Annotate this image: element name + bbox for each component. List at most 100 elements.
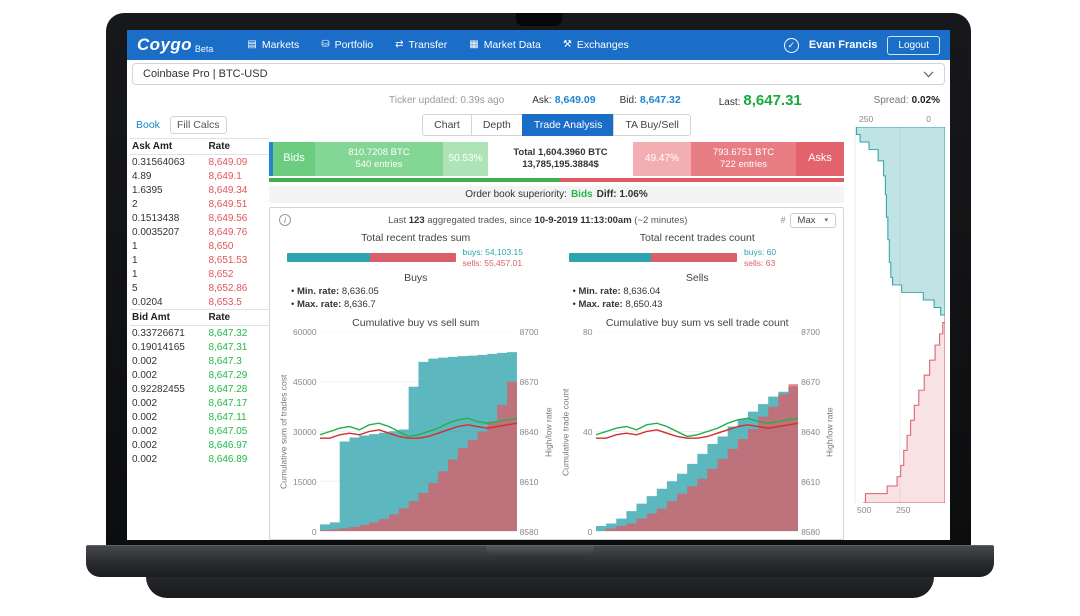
market-selector[interactable]: Coinbase Pro | BTC-USD [132,63,945,85]
nav-item-markets[interactable]: ▤ Markets [247,39,299,51]
bid-value: 8,647.32 [639,94,681,106]
count-chart-ylabel-right: High/low rate [824,407,835,458]
ask-rate-header: Rate [206,138,269,155]
asks-percent: 49.47% [633,142,691,176]
orderbook-row[interactable]: 5 8,652.86 [130,281,269,295]
bid-table-body: 0.33726671 8,647.32 0.19014165 8,647.31 0.00… [130,326,269,467]
trades-sum-title: Total recent trades sum [361,232,471,244]
rate-cell: 8,652 [208,268,234,280]
amount-cell: 0.002 [132,425,158,437]
rate-cell: 8,647.17 [208,397,248,409]
analysis-header-text: Last 123 aggregated trades, since 10-9-2… [388,214,688,226]
tab-ta-buy-sell[interactable]: TA Buy/Sell [613,114,691,136]
orderbook-row[interactable]: 0.002 8,647.3 [130,354,269,368]
sum-bar-buys [287,253,371,263]
tab-depth[interactable]: Depth [470,114,523,136]
nav-item-market-data[interactable]: ▦ Market Data [469,39,541,51]
chart1-left-ticks: 60000 45000 30000 15000 0 [290,328,320,536]
ticker-bid: Bid: 8,647.32 [619,94,681,106]
axis-tick: 8580 [519,526,539,537]
logout-button[interactable]: Logout [887,35,940,55]
orderbook-row[interactable]: 0.002 8,647.29 [130,368,269,382]
count-chart-plot[interactable] [595,332,799,533]
nav-right: ✓ Evan Francis Logout [783,35,940,55]
tab-fill-calcs[interactable]: Fill Calcs [169,115,227,134]
analysis-stats: Total recent trades sum buys: 54,103.15 … [275,232,838,312]
nav-item-label: Market Data [483,39,541,51]
bid-table: Bid Amt Rate 0.33726671 8,647.32 0.1901416… [130,309,269,466]
app-logo[interactable]: Coygo Beta [137,35,213,55]
depth-chart-plot[interactable] [851,127,945,503]
orderbook-row[interactable]: 0.33726671 8,647.32 [130,326,269,341]
nav-item-portfolio[interactable]: ⛁ Portfolio [321,39,373,51]
sum-sells-value: sells: 55,457.01 [462,257,523,268]
axis-tick: 8640 [801,427,820,437]
amount-cell: 0.0204 [132,296,163,308]
orderbook-row[interactable]: 0.19014165 8,647.31 [130,340,269,354]
sum-bar-sells [370,253,456,263]
tab-trade-analysis[interactable]: Trade Analysis [521,114,615,136]
amount-cell: 5 [132,282,138,294]
sum-chart-plot[interactable] [319,332,517,533]
bids-percent: 50.53% [443,142,488,176]
orderbook-row[interactable]: 1 8,651.53 [130,253,269,267]
orderbook-row[interactable]: 0.0204 8,653.5 [130,295,269,309]
axis-tick: 8670 [801,377,820,388]
amount-cell: 1.6395 [132,184,163,196]
depth-top-axis: 250 0 [859,114,931,124]
orderbook-row[interactable]: 0.92282455 8,647.28 [130,382,269,396]
axis-tick: 8670 [519,377,539,388]
main-panel: Chart Depth Trade Analysis TA Buy/Sell B… [269,112,844,540]
orderbook-row[interactable]: 0.002 8,646.89 [130,452,269,466]
orderbook-superiority-bar: Bids 810.7208 BTC 540 entries 50.53% Tot… [269,142,844,176]
markets-icon: ▤ [247,39,257,50]
ask-table: Ask Amt Rate 0.31564063 8,649.09 4.89 8,649… [130,138,269,309]
logo-text: Coygo [137,35,192,54]
orderbook-row[interactable]: 0.002 8,646.97 [130,438,269,452]
orderbook-total: Total 1,604.3960 BTC 13,785,195.3884$ [488,142,633,176]
axis-tick: 0 [311,526,317,537]
analysis-header: i Last 123 aggregated trades, since 10-9… [275,211,838,229]
ask-value: 8,649.09 [554,94,596,106]
orderbook-row[interactable]: 0.002 8,647.17 [130,396,269,410]
axis-tick: 0 [587,526,593,537]
orderbook-row[interactable]: 2 8,649.51 [130,197,269,211]
orderbook-row[interactable]: 0.1513438 8,649.56 [130,211,269,225]
market-data-icon: ▦ [469,39,479,50]
nav-item-transfer[interactable]: ⇄ Transfer [395,39,447,51]
tab-book[interactable]: Book [136,118,160,131]
amount-cell: 0.1513438 [132,212,180,224]
orderbook-row[interactable]: 0.31564063 8,649.09 [130,155,269,170]
ticker-spread: Spread: 0.02% [873,94,940,106]
asks-label: Asks [796,142,844,176]
max-trades-select[interactable]: Max ▾ [789,212,836,228]
orderbook-row[interactable]: 0.002 8,647.05 [130,424,269,438]
orderbook-row[interactable]: 1 8,650 [130,239,269,253]
info-icon[interactable]: i [279,214,291,226]
rate-cell: 8,650 [208,240,234,252]
orderbook-row[interactable]: 4.89 8,649.1 [130,169,269,183]
transfer-icon: ⇄ [395,39,404,50]
orderbook-row[interactable]: 1.6395 8,649.34 [130,183,269,197]
ticker-updated: Ticker updated: 0.39s ago [389,94,505,106]
amount-cell: 0.002 [132,439,158,451]
axis-tick: 8610 [519,476,539,487]
amount-cell: 0.31564063 [132,156,185,168]
beta-badge: Beta [194,44,214,54]
amount-cell: 0.002 [132,453,158,465]
rate-cell: 8,647.3 [208,355,242,367]
trades-count-column: Total recent trades count buys: 60 sells… [557,232,839,312]
superiority-mini-bar [269,178,844,182]
mini-bar-asks [559,178,844,182]
tab-chart[interactable]: Chart [422,114,472,136]
status-check-icon: ✓ [783,37,799,53]
amount-cell: 0.002 [132,369,158,381]
laptop-base-lip [146,577,934,598]
orderbook-row[interactable]: 1 8,652 [130,267,269,281]
buys-rate-stats: Min. rate: 8,636.05 Max. rate: 8,636.7 [287,286,545,312]
orderbook-row[interactable]: 0.002 8,647.11 [130,410,269,424]
rate-cell: 8,647.32 [208,327,248,339]
nav-item-exchanges[interactable]: ⚒ Exchanges [563,39,629,51]
orderbook-row[interactable]: 0.0035207 8,649.76 [130,225,269,239]
